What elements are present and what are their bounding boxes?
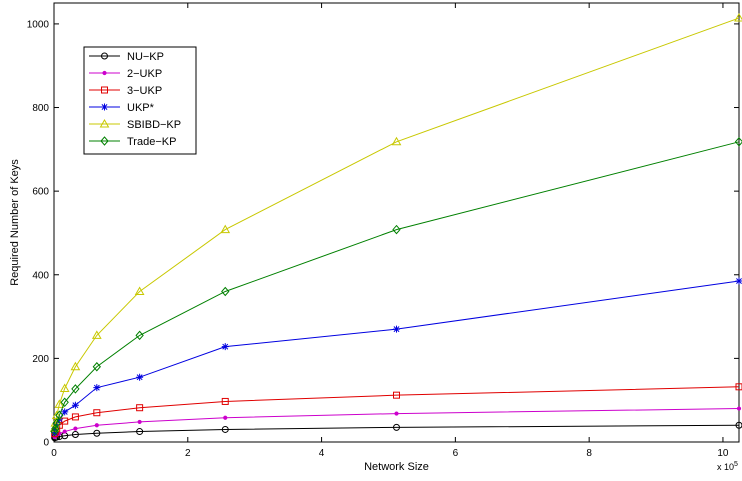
legend-label-2: 3−UKP bbox=[127, 85, 162, 97]
series-1-point-9 bbox=[394, 411, 399, 416]
x-exponent-power: 5 bbox=[734, 461, 738, 468]
x-tick-label-5: 10 bbox=[717, 448, 729, 459]
legend: NU−KP 2−UKP 3−UKP UKP* SBIBD−KP Trade−KP bbox=[83, 46, 197, 155]
y-tick-label-5: 1000 bbox=[27, 19, 50, 30]
series-3-point-5 bbox=[71, 401, 79, 409]
series-1-point-6 bbox=[94, 423, 99, 428]
y-tick-label-3: 600 bbox=[32, 187, 49, 198]
series-2-point-8 bbox=[221, 397, 229, 405]
series-1-point-7 bbox=[137, 419, 142, 425]
x-exponent-label: x 105 bbox=[717, 461, 738, 472]
series-1-point-5 bbox=[73, 426, 78, 431]
x-tick-label-0: 0 bbox=[51, 448, 57, 459]
series-4 bbox=[49, 13, 742, 432]
x-exponent-base: x 10 bbox=[717, 462, 734, 472]
series-5-point-6 bbox=[92, 361, 101, 372]
series-1-point-8 bbox=[223, 415, 228, 420]
legend-label-0: NU−KP bbox=[127, 51, 164, 63]
axes: 0 2 4 6 8 10 0 200 400 600 800 1000 bbox=[27, 3, 739, 459]
series-1-point-4 bbox=[62, 429, 67, 434]
series-0-point-10 bbox=[735, 421, 742, 429]
x-tick-label-3: 6 bbox=[453, 448, 459, 459]
legend-label-5: Trade−KP bbox=[127, 136, 176, 148]
series-4-point-8 bbox=[220, 224, 231, 234]
series-5-point-7 bbox=[135, 330, 144, 341]
x-axis-title: Network Size bbox=[364, 461, 429, 473]
series-5-point-3 bbox=[55, 410, 64, 421]
series-4-point-7 bbox=[134, 286, 145, 295]
legend-marker-0 bbox=[101, 52, 108, 60]
series-5-point-5 bbox=[71, 384, 80, 394]
series-2-point-6 bbox=[93, 409, 101, 417]
series-2-point-10 bbox=[735, 383, 742, 391]
series-3-point-0 bbox=[51, 429, 59, 437]
legend-marker-5 bbox=[100, 136, 109, 146]
series-4-point-9 bbox=[391, 136, 402, 146]
series-3-point-7 bbox=[136, 373, 144, 381]
series-3-point-9 bbox=[393, 325, 400, 333]
legend-marker-2 bbox=[101, 86, 108, 94]
series-4-point-3 bbox=[54, 399, 65, 408]
y-tick-label-0: 0 bbox=[43, 438, 49, 449]
legend-box bbox=[83, 46, 197, 155]
series-0-point-9 bbox=[393, 423, 400, 431]
x-tick-label-2: 4 bbox=[319, 448, 325, 459]
legend-label-3: UKP* bbox=[127, 102, 155, 114]
series-5-point-8 bbox=[221, 286, 230, 297]
y-tick-label-2: 400 bbox=[32, 270, 49, 281]
y-tick-label-1: 200 bbox=[32, 354, 49, 365]
series-5-point-1 bbox=[51, 423, 60, 434]
legend-label-4: SBIBD−KP bbox=[127, 119, 181, 131]
series-2-point-7 bbox=[136, 404, 144, 412]
series-1-point-10 bbox=[736, 406, 742, 411]
series-5-point-9 bbox=[392, 224, 401, 235]
legend-marker-3 bbox=[101, 103, 108, 111]
series-0-point-7 bbox=[136, 428, 144, 436]
series-2-point-9 bbox=[393, 391, 400, 399]
legend-label-1: 2−UKP bbox=[127, 68, 162, 80]
series-3-point-8 bbox=[221, 343, 229, 351]
series-4-point-6 bbox=[91, 330, 102, 339]
series-0-point-8 bbox=[221, 425, 229, 433]
series-5-point-4 bbox=[60, 397, 69, 408]
series-4-point-10 bbox=[734, 13, 742, 22]
x-tick-label-4: 8 bbox=[586, 448, 592, 459]
legend-marker-4 bbox=[99, 118, 110, 128]
series-4-point-5 bbox=[70, 361, 81, 371]
y-axis-title: Required Number of Keys bbox=[9, 159, 21, 286]
series-3-point-10 bbox=[735, 277, 742, 285]
series-2-point-5 bbox=[71, 413, 79, 421]
series-4-point-4 bbox=[59, 383, 70, 392]
series-5-point-10 bbox=[734, 137, 742, 147]
series-layer bbox=[49, 13, 742, 442]
series-0-point-5 bbox=[71, 430, 79, 438]
y-tick-label-4: 800 bbox=[32, 103, 49, 114]
series-0-point-6 bbox=[93, 429, 101, 437]
legend-marker-1 bbox=[102, 70, 107, 76]
series-3-point-6 bbox=[93, 384, 101, 392]
series-3-point-4 bbox=[61, 408, 69, 416]
series-5 bbox=[50, 137, 742, 437]
x-tick-label-1: 2 bbox=[185, 448, 191, 459]
series-5-point-2 bbox=[52, 418, 61, 428]
